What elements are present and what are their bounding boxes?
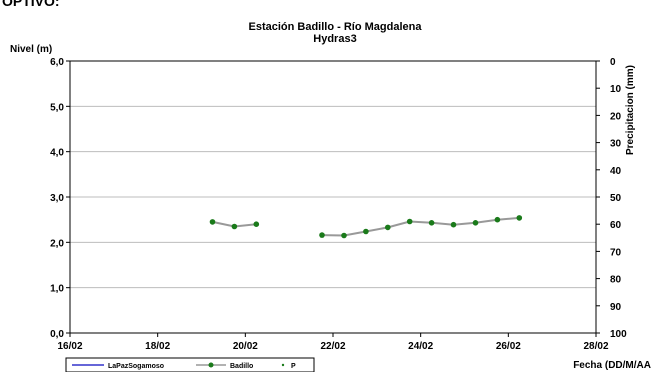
y-tick-label: 0,0 xyxy=(50,329,64,340)
data-point-badillo xyxy=(428,220,435,226)
y2-tick-label: 90 xyxy=(610,302,622,313)
y-tick-label: 5,0 xyxy=(50,102,64,113)
y-tick-label: 4,0 xyxy=(50,148,64,159)
y-tick-label: 3,0 xyxy=(50,193,64,204)
y2-axis-label: Precipitacion (mm) xyxy=(625,65,636,155)
y2-tick-label: 50 xyxy=(610,193,622,204)
y2-tick-label: 40 xyxy=(610,166,622,177)
x-tick-label: 24/02 xyxy=(408,341,433,352)
y2-tick-label: 0 xyxy=(610,57,616,68)
series-layer xyxy=(209,215,523,239)
y2-tick-label: 80 xyxy=(610,275,622,286)
data-point-badillo xyxy=(450,221,457,228)
x-tick-label: 28/02 xyxy=(583,341,608,352)
legend-label-lapaz: LaPazSogamoso xyxy=(108,363,164,370)
y2-tick-label: 20 xyxy=(610,111,622,122)
x-axis-label: Fecha (DD/M/AA xyxy=(573,360,651,371)
y-tick-label: 6,0 xyxy=(50,57,64,68)
y-axis-label: Nivel (m) xyxy=(10,44,52,55)
y2-tick-label: 10 xyxy=(610,84,622,95)
data-point-badillo xyxy=(231,223,238,230)
y2-tick-label: 100 xyxy=(610,329,627,340)
gridlines xyxy=(70,105,596,289)
x-tick-label: 20/02 xyxy=(233,341,258,352)
data-point-badillo xyxy=(385,224,391,231)
y2-tick-label: 70 xyxy=(610,247,622,258)
y2-tick-label: 30 xyxy=(610,139,622,150)
y-tick-label: 1,0 xyxy=(50,284,64,295)
legend-box xyxy=(65,357,315,372)
chart-title: Estación Badillo - Río Magdalena xyxy=(249,21,423,33)
data-point-badillo xyxy=(494,216,501,223)
page-top-text: OPTIVO: xyxy=(2,0,60,9)
data-point-badillo xyxy=(341,232,347,239)
legend-label-p: P xyxy=(291,363,296,370)
x-tick-label: 16/02 xyxy=(57,341,82,352)
y-axis: 0,0 1,0 2,0 3,0 4,0 5,0 6,0 xyxy=(50,57,70,340)
data-point-badillo xyxy=(209,219,216,225)
legend-marker-p xyxy=(281,363,285,367)
y-tick-label: 2,0 xyxy=(50,238,64,249)
legend: LaPazSogamoso Badillo P xyxy=(65,357,315,372)
data-point-badillo xyxy=(516,215,523,221)
y2-tick-label: 60 xyxy=(610,220,622,231)
legend-label-badillo: Badillo xyxy=(230,363,253,370)
series-line-badillo xyxy=(321,216,520,237)
legend-marker-badillo xyxy=(208,362,214,368)
x-tick-label: 26/02 xyxy=(496,341,521,352)
data-point-badillo xyxy=(319,232,325,238)
x-tick-label: 22/02 xyxy=(320,341,345,352)
data-point-badillo xyxy=(363,228,369,235)
x-axis: 16/02 18/02 20/02 22/02 24/02 26/02 28/02 xyxy=(57,333,609,352)
data-point-badillo xyxy=(472,220,479,226)
y2-axis: 0 10 20 30 40 50 60 70 80 90 100 xyxy=(596,57,627,340)
data-point-badillo xyxy=(253,221,260,227)
chart-subtitle: Hydras3 xyxy=(313,33,356,45)
data-point-badillo xyxy=(406,218,413,225)
x-tick-label: 18/02 xyxy=(145,341,170,352)
